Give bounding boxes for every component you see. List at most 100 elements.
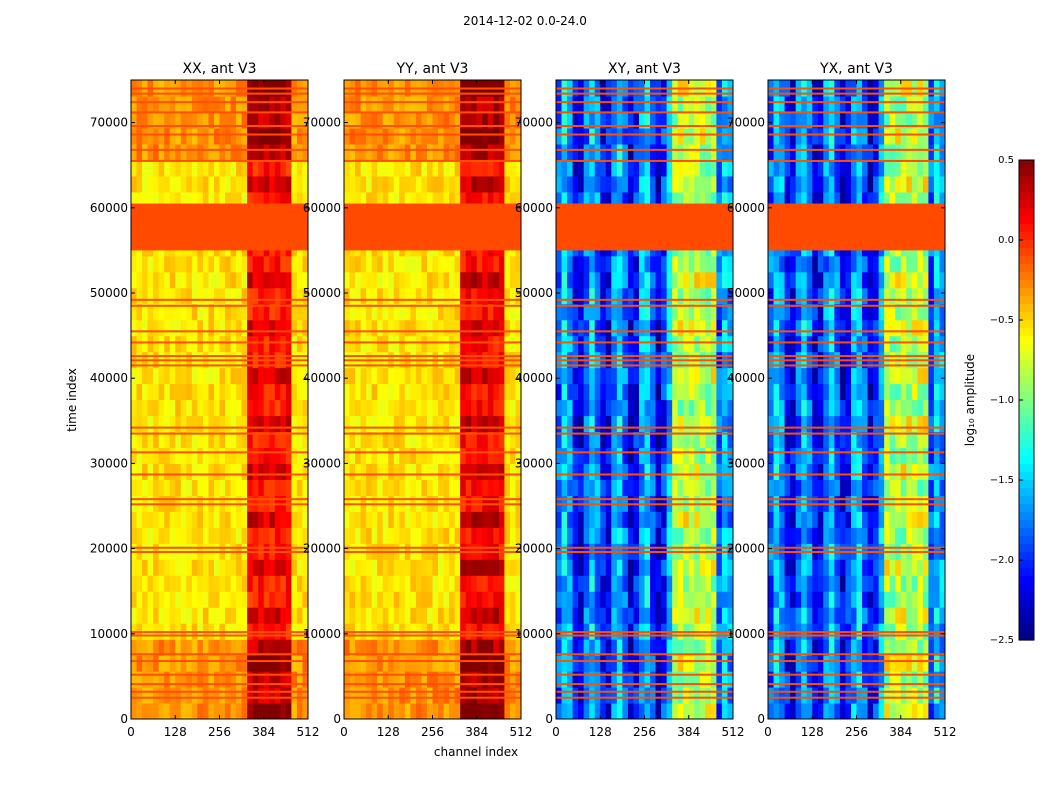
heatmap-cell (247, 319, 254, 337)
flag-line (556, 133, 733, 136)
heatmap-cell (773, 191, 780, 209)
heatmap-cell (355, 159, 362, 177)
heatmap-cell (828, 383, 835, 401)
heatmap-cell (208, 559, 215, 576)
heatmap-cell (377, 655, 384, 672)
heatmap-cell (694, 95, 701, 113)
heatmap-cell (291, 271, 298, 289)
heatmap-cell (594, 383, 601, 401)
heatmap-cell (622, 111, 629, 129)
heatmap-cell (721, 575, 729, 592)
heatmap-cell (594, 111, 601, 129)
heatmap-cell (867, 191, 874, 209)
heatmap-cell (366, 335, 373, 353)
heatmap-cell (213, 527, 221, 544)
heatmap-cell (263, 143, 270, 161)
heatmap-cell (779, 191, 786, 209)
heatmap-cell (666, 431, 673, 449)
heatmap-cell (727, 431, 733, 449)
heatmap-cell (355, 287, 362, 305)
heatmap-cell (773, 319, 780, 337)
heatmap-cell (600, 255, 607, 273)
heatmap-cell (812, 575, 819, 592)
heatmap-cell (410, 687, 417, 704)
heatmap-cell (225, 463, 232, 480)
heatmap-cell (438, 303, 445, 321)
heatmap-cell (556, 639, 563, 656)
heatmap-cell (638, 191, 646, 209)
heatmap-cell (498, 399, 506, 417)
heatmap-cell (683, 447, 690, 464)
heatmap-cell (388, 335, 395, 353)
heatmap-cell (856, 559, 863, 576)
heatmap-cell (556, 591, 563, 608)
heatmap-cell (716, 255, 723, 273)
heatmap-cell (817, 671, 824, 688)
heatmap-cell (727, 703, 733, 719)
heatmap-cell (509, 143, 517, 161)
heatmap-cell (699, 175, 706, 193)
heatmap-cell (862, 271, 869, 289)
heatmap-cell (438, 607, 445, 624)
heatmap-cell (432, 687, 439, 704)
heatmap-cell (225, 559, 232, 576)
heatmap-cell (867, 479, 874, 496)
heatmap-cell (828, 191, 835, 209)
heatmap-cell (817, 591, 824, 608)
heatmap-cell (153, 415, 160, 433)
heatmap-cell (432, 143, 439, 161)
heatmap-cell (175, 111, 182, 129)
heatmap-cell (677, 143, 684, 161)
heatmap-cell (589, 479, 596, 496)
heatmap-cell (344, 511, 351, 528)
heatmap-cell (296, 447, 304, 464)
heatmap-cell (344, 287, 351, 305)
heatmap-cell (567, 127, 574, 145)
heatmap-cell (208, 175, 215, 193)
heatmap-cell (158, 431, 165, 449)
heatmap-cell (705, 671, 712, 688)
heatmap-cell (371, 335, 378, 353)
heatmap-cell (438, 671, 445, 688)
heatmap-cell (498, 191, 506, 209)
heatmap-cell (627, 319, 635, 337)
heatmap-cell (790, 335, 797, 353)
heatmap-cell (567, 575, 574, 592)
heatmap-cell (241, 303, 248, 321)
heatmap-cell (258, 319, 265, 337)
flag-line (131, 92, 308, 95)
heatmap-cell (504, 175, 511, 193)
heatmap-cell (806, 159, 813, 177)
heatmap-cell (493, 687, 500, 704)
heatmap-cell (158, 191, 165, 209)
heatmap-cell (426, 463, 434, 480)
heatmap-cell (622, 159, 629, 177)
heatmap-image (131, 80, 308, 719)
heatmap-cell (388, 463, 395, 480)
heatmap-cell (884, 559, 891, 576)
heatmap-cell (627, 159, 635, 177)
heatmap-cell (856, 271, 863, 289)
heatmap-cell (382, 415, 389, 433)
heatmap-cell (779, 111, 786, 129)
heatmap-cell (421, 303, 428, 321)
heatmap-cell (443, 255, 450, 273)
heatmap-cell (611, 431, 618, 449)
heatmap-cell (169, 639, 176, 656)
heatmap-cell (460, 415, 467, 433)
heatmap-cell (258, 431, 265, 449)
heatmap-cell (589, 367, 596, 385)
heatmap-cell (850, 367, 858, 385)
heatmap-cell (594, 511, 601, 528)
heatmap-cell (504, 447, 511, 464)
heatmap-cell (482, 303, 489, 321)
heatmap-cell (556, 319, 563, 337)
heatmap-cell (721, 191, 729, 209)
heatmap-cell (583, 111, 590, 129)
heatmap-cell (567, 143, 574, 161)
heatmap-cell (208, 511, 215, 528)
heatmap-cell (572, 143, 579, 161)
heatmap-cell (443, 287, 450, 305)
heatmap-cell (280, 303, 287, 321)
heatmap-cell (219, 463, 226, 480)
